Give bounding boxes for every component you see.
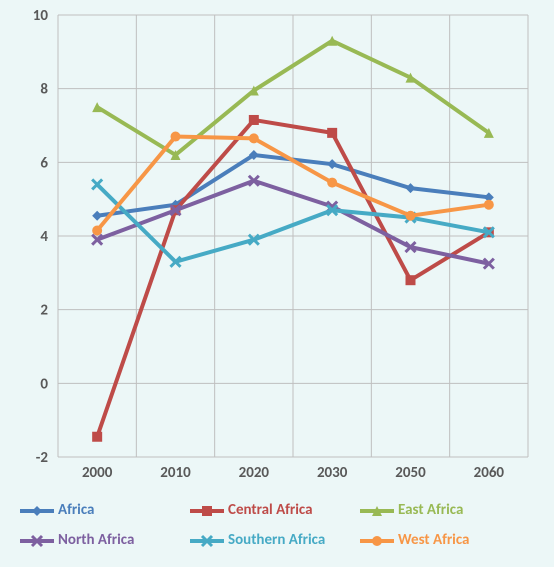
chart-legend: Africa Central Africa East Africa North Afr…: [20, 495, 540, 555]
svg-text:0: 0: [40, 375, 48, 393]
svg-text:-2: -2: [36, 449, 49, 467]
legend-swatch: [190, 530, 224, 550]
legend-item: Central Africa: [190, 495, 360, 525]
legend-item: West Africa: [360, 525, 530, 555]
svg-text:8: 8: [40, 81, 48, 99]
svg-text:2020: 2020: [239, 464, 270, 482]
svg-text:4: 4: [40, 228, 48, 246]
line-chart: -2 0 2 4 6 8 10 2000 2010 2020 2030 2050 2060: [10, 5, 544, 487]
legend-swatch: [360, 500, 394, 520]
svg-text:2060: 2060: [474, 464, 505, 482]
legend-item: Southern Africa: [190, 525, 360, 555]
svg-text:10: 10: [33, 7, 49, 25]
legend-label: East Africa: [398, 501, 463, 519]
svg-text:2: 2: [40, 302, 48, 320]
legend-swatch: [190, 500, 224, 520]
legend-label: West Africa: [398, 531, 469, 549]
svg-text:2050: 2050: [395, 464, 426, 482]
legend-item: North Africa: [20, 525, 190, 555]
svg-text:2000: 2000: [82, 464, 113, 482]
legend-label: Southern Africa: [228, 531, 325, 549]
legend-swatch: [20, 530, 54, 550]
legend-item: Africa: [20, 495, 190, 525]
legend-label: Central Africa: [228, 501, 313, 519]
legend-swatch: [360, 530, 394, 550]
legend-swatch: [20, 500, 54, 520]
svg-text:2010: 2010: [160, 464, 191, 482]
legend-item: East Africa: [360, 495, 530, 525]
svg-text:2030: 2030: [317, 464, 348, 482]
svg-text:6: 6: [40, 154, 48, 172]
legend-label: North Africa: [58, 531, 134, 549]
legend-label: Africa: [58, 501, 94, 519]
